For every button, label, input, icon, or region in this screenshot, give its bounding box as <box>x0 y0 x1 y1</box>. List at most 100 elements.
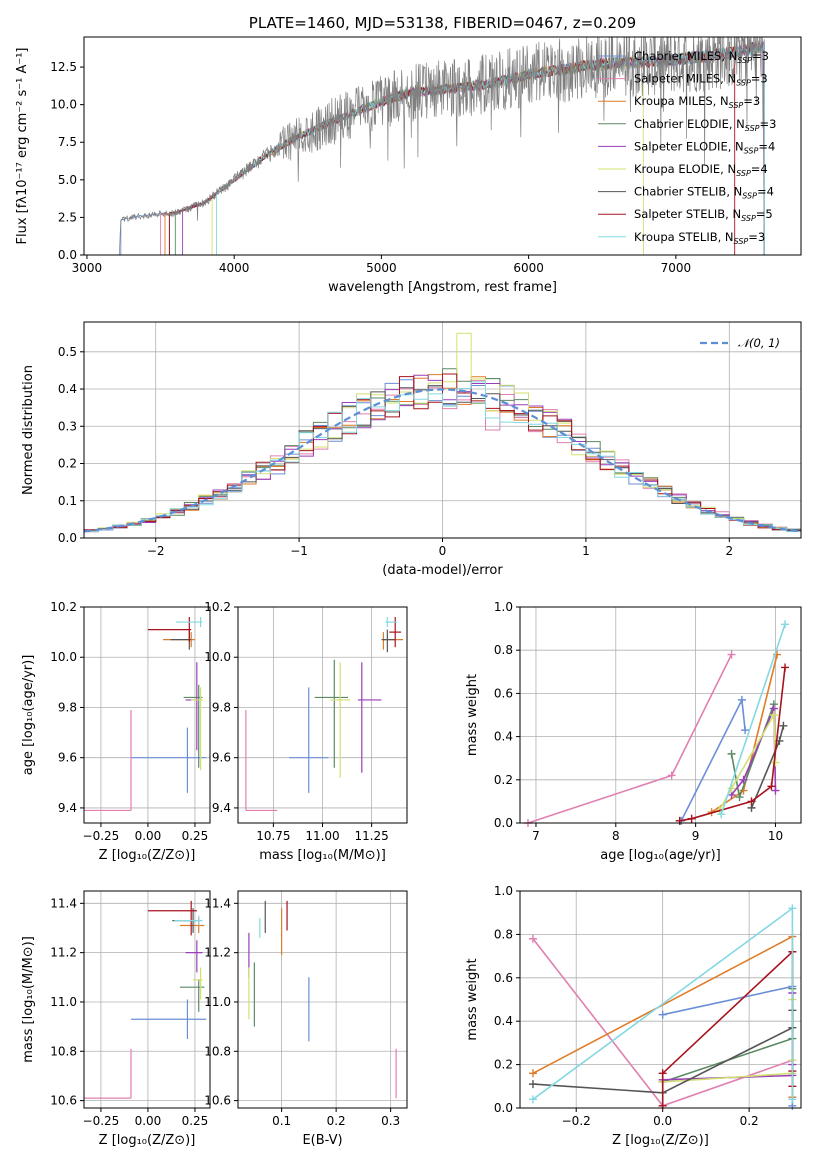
y-tick-label: 0.4 <box>58 382 77 396</box>
y-tick-label: 7.5 <box>58 135 77 149</box>
chart-title: PLATE=1460, MJD=53138, FIBERID=0467, z=0… <box>249 14 636 32</box>
plus-marker <box>747 797 756 806</box>
y-tick-label: 9.6 <box>58 751 77 765</box>
model-spectrum-line <box>211 55 644 255</box>
legend-entry: Salpeter MILES, NSSP=3 <box>634 72 768 88</box>
plus-marker <box>717 810 726 819</box>
x-tick-label: 10.75 <box>256 829 290 843</box>
x-tick-label: 4000 <box>219 261 250 275</box>
massweight_vs_Z-lines <box>528 904 797 1110</box>
x-tick-label: 6000 <box>513 261 544 275</box>
x-tick-label: 0.1 <box>272 1114 291 1128</box>
y-tick-label: 0.2 <box>494 773 513 787</box>
legend-entry: Chabrier STELIB, NSSP=4 <box>634 185 774 201</box>
y-tick-label: 0.2 <box>58 457 77 471</box>
x-tick-label: 2 <box>725 544 733 558</box>
plus-marker <box>675 816 684 825</box>
x-tick-label: 0.25 <box>182 829 209 843</box>
mass-weight-line <box>662 985 794 1106</box>
legend-entry: Salpeter ELODIE, NSSP=4 <box>634 139 775 155</box>
y-tick-label: 10.0 <box>50 98 77 112</box>
residuals-axes: −2 −1 0 1 2 0.0 0.1 0.2 0.3 0.4 0.5 (data-model)/er… <box>21 322 801 578</box>
mass_vs_EBV-points <box>248 900 397 1099</box>
y-tick-label: 0.8 <box>494 643 513 657</box>
normal-reference-curve <box>84 388 801 533</box>
plus-marker <box>781 620 790 629</box>
residuals-frame <box>83 321 802 539</box>
y-tick-label: 0.0 <box>494 1101 513 1115</box>
age_vs_mass-axes: 10.75 11.00 11.25 9.4 9.6 9.8 10.0 10.2 mass [lo… <box>204 600 407 863</box>
residual-histograms <box>84 332 801 533</box>
x-tick-label: 0 <box>439 544 447 558</box>
plus-marker <box>767 782 776 791</box>
y-tick-label: 0.5 <box>58 345 77 359</box>
y-tick-label: 11.4 <box>50 896 77 910</box>
age_vs_mass-frame <box>237 606 408 824</box>
y-tick-label: 9.6 <box>212 751 231 765</box>
y-tick-label: 9.4 <box>58 801 77 815</box>
y-tick-label: 0.1 <box>58 494 77 508</box>
y-tick-label: 5.0 <box>58 173 77 187</box>
y-tick-label: 11.2 <box>50 946 77 960</box>
age_vs_Z-frame <box>83 606 211 824</box>
x-tick-label: 10 <box>768 829 783 843</box>
legend-entry: Kroupa STELIB, NSSP=3 <box>634 230 765 246</box>
y-tick-label: 11.0 <box>204 995 231 1009</box>
y-tick-label: 10.0 <box>204 650 231 664</box>
age_vs_mass-points <box>245 617 404 812</box>
x-tick-label: 7 <box>532 829 540 843</box>
y-tick-label: 0.8 <box>494 927 513 941</box>
y-tick-label: 0.0 <box>494 816 513 830</box>
mass_vs_EBV-frame <box>237 890 408 1109</box>
x-tick-label: 11.00 <box>305 829 339 843</box>
y-tick-label: 11.2 <box>204 946 231 960</box>
y-tick-label: 0.4 <box>494 1014 513 1028</box>
mass-weight-line <box>720 624 786 815</box>
spectrum-legend: Chabrier MILES, NSSP=3 Salpeter MILES, NS… <box>598 49 776 246</box>
x-axis-label: Z [log₁₀(Z/Z⊙)] <box>99 848 196 863</box>
x-tick-label: 0.00 <box>135 1114 162 1128</box>
y-tick-label: 11.4 <box>204 896 231 910</box>
x-axis-label: E(B-V) <box>302 1133 342 1148</box>
mass-weight-line <box>662 988 794 1083</box>
legend-entry: Salpeter STELIB, NSSP=5 <box>634 207 773 223</box>
plus-marker <box>528 934 537 943</box>
massweight_vs_age-axes: 7 8 9 10 0.0 0.2 0.4 0.6 0.8 1.0 age [log₁₀(age/yr… <box>465 600 801 863</box>
x-axis-label: age [log₁₀(age/yr)] <box>600 848 721 863</box>
plus-marker <box>788 904 797 913</box>
y-tick-label: 9.4 <box>212 801 231 815</box>
massweight_vs_Z-frame <box>519 890 802 1109</box>
y-tick-label: 0.0 <box>58 248 77 262</box>
x-axis-label: Z [log₁₀(Z/Z⊙)] <box>612 1133 709 1148</box>
x-tick-label: 5000 <box>366 261 397 275</box>
x-tick-label: −0.25 <box>83 829 120 843</box>
plus-marker <box>737 695 746 704</box>
plus-marker <box>788 1095 797 1104</box>
spectrum-lines <box>118 37 765 255</box>
x-axis-label: (data-model)/error <box>382 563 503 578</box>
massweight_vs_age-lines <box>523 620 790 827</box>
data-spectrum-line <box>118 37 765 255</box>
x-axis-label: mass [log₁₀(M/M⊙)] <box>259 848 386 863</box>
y-tick-label: 0.0 <box>58 531 77 545</box>
mass-weight-line <box>527 654 733 824</box>
x-tick-label: 0.2 <box>740 1114 759 1128</box>
y-tick-label: 9.8 <box>58 700 77 714</box>
y-axis-label: age [log₁₀(age/yr)] <box>21 655 36 776</box>
y-axis-label: Flux [fλ10⁻¹⁷ erg cm⁻² s⁻¹ A⁻¹] <box>15 48 30 245</box>
y-tick-label: 11.0 <box>50 995 77 1009</box>
plus-marker <box>528 1095 537 1104</box>
y-tick-label: 0.3 <box>58 419 77 433</box>
plus-marker <box>741 726 750 735</box>
x-tick-label: −0.2 <box>562 1114 591 1128</box>
y-axis-label: mass [log₁₀(M/M⊙)] <box>21 936 36 1063</box>
y-axis-label: mass weight <box>465 958 480 1040</box>
x-axis-label: Z [log₁₀(Z/Z⊙)] <box>99 1133 196 1148</box>
spectrum-axes: 3000 4000 5000 6000 7000 0.0 2.5 5.0 7.5 10.0 12.5… <box>15 48 691 296</box>
x-tick-label: 0.00 <box>135 829 162 843</box>
mass_vs_Z-frame <box>83 890 211 1109</box>
y-tick-label: 10.6 <box>204 1094 231 1108</box>
x-tick-label: 0.0 <box>653 1114 672 1128</box>
x-tick-label: −2 <box>147 544 165 558</box>
